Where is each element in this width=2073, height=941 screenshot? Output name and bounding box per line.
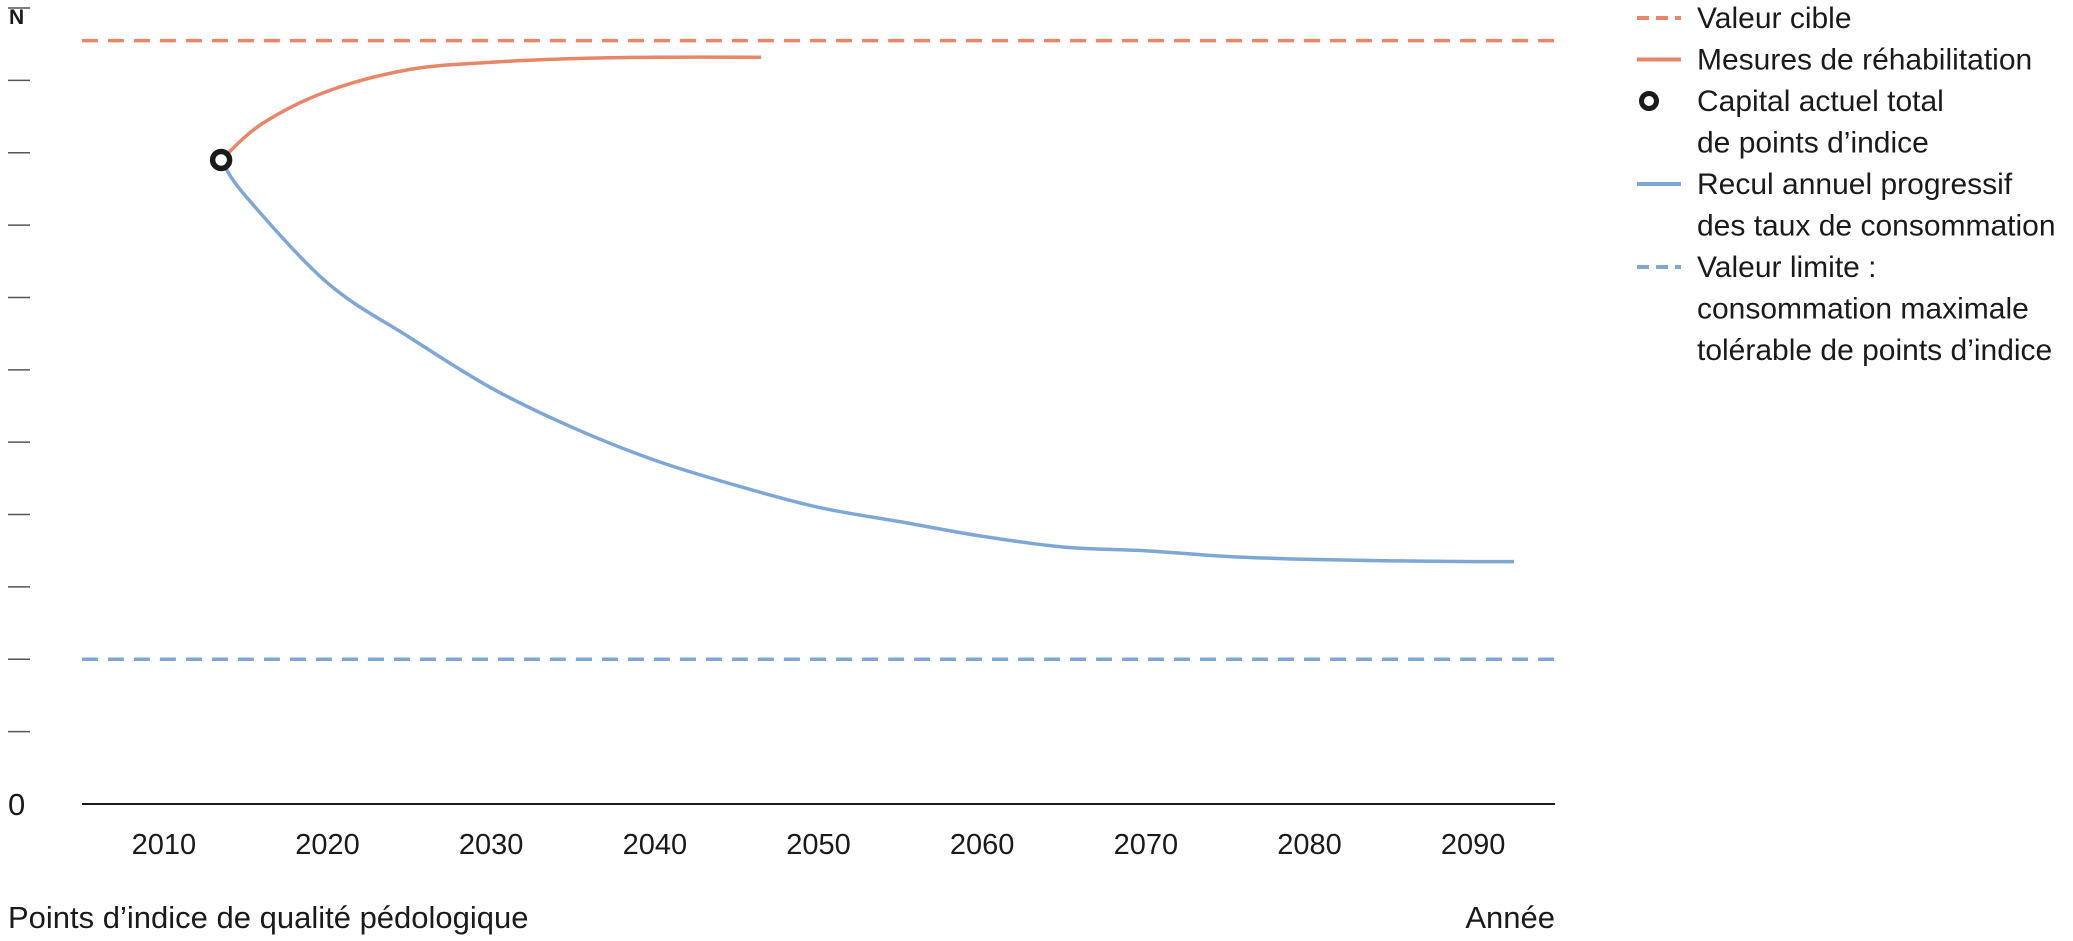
y-axis-ticks [8,7,30,733]
y-axis-label: Points d’indice de qualité pédologique [8,900,529,935]
x-tick-label: 2080 [1277,829,1342,861]
legend-label: tolérable de points d’indice [1697,334,2052,367]
legend-label: Mesures de réhabilitation [1697,44,2032,77]
legend-label: Recul annuel progressif [1697,168,2013,201]
legend-label: consommation maximale [1697,293,2029,326]
x-tick-label: 2070 [1114,829,1179,861]
current-capital-marker [209,148,233,172]
x-tick-label: 2040 [623,829,688,861]
consumption-decline-line [219,158,1515,564]
legend: Valeur cible Mesures de réhabilitation Cap… [1637,2,2056,367]
x-tick-label: 2010 [132,829,197,861]
legend-label: Capital actuel total [1697,85,1944,118]
legend-label: de points d’indice [1697,127,1929,160]
legend-marker-symbol [1639,91,1659,111]
y-axis-top-label: N [9,6,24,29]
x-axis-label: Année [1465,900,1555,935]
legend-label: des taux de consommation [1697,210,2056,243]
legend-label: Valeur limite : [1697,251,1877,284]
legend-label: Valeur cible [1697,2,1852,35]
x-tick-label: 2090 [1441,829,1506,861]
y-axis-zero-label: 0 [8,787,25,822]
x-tick-label: 2020 [295,829,360,861]
x-tick-label: 2030 [459,829,524,861]
x-tick-label: 2060 [950,829,1015,861]
rehabilitation-line [219,55,762,162]
x-tick-label: 2050 [786,829,851,861]
x-axis-tick-labels: 2010 2020 2030 2040 2050 2060 2070 2080 2090 [132,829,1506,861]
series-layer [81,38,1555,662]
